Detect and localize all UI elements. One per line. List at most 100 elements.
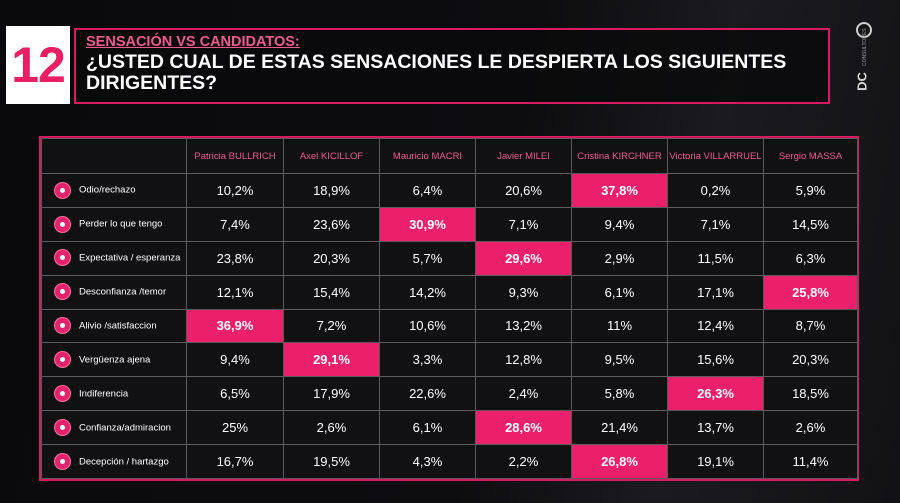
value-cell: 11,4% <box>763 444 858 479</box>
value-cell: 20,3% <box>763 342 858 378</box>
row-label-cell: Decepción / hartazgo <box>41 444 187 479</box>
table-body: Odio/rechazo 10,2% 18,9% 6,4% 20,6% 37,8% 0,2%… <box>41 173 858 479</box>
value-cell: 2,2% <box>475 444 572 479</box>
value-cell: 2,4% <box>475 376 572 412</box>
value-cell: 10,6% <box>379 308 476 344</box>
broken-heart-icon <box>54 452 71 470</box>
value-cell: 14,5% <box>763 206 858 242</box>
value-cell: 20,3% <box>283 240 380 276</box>
row-label-cell: Desconfianza /temor <box>41 274 187 310</box>
value-cell: 12,1% <box>186 274 284 310</box>
value-cell: 23,8% <box>186 240 284 276</box>
value-cell: 25% <box>186 410 284 445</box>
column-header: Mauricio MACRI <box>379 138 476 174</box>
value-cell: 21,4% <box>571 410 668 445</box>
table-row: Perder lo que tengo 7,4% 23,6% 30,9% 7,1% 9,4… <box>41 206 858 242</box>
value-cell: 19,1% <box>667 444 764 479</box>
value-cell: 12,4% <box>667 308 764 344</box>
table-row: Alivio /satisfaccion 36,9% 7,2% 10,6% 13,2% 1… <box>41 308 858 344</box>
value-cell: 7,1% <box>667 206 764 242</box>
highlighted-value-cell: 36,9% <box>186 308 284 344</box>
column-header: Axel KICILLOF <box>283 138 380 174</box>
value-cell: 6,5% <box>186 376 284 412</box>
value-cell: 9,4% <box>571 206 668 242</box>
star-icon <box>54 249 71 267</box>
value-cell: 15,6% <box>667 342 764 378</box>
angry-face-icon <box>54 181 71 199</box>
slide-number: 12 <box>11 37 66 93</box>
slide-number-badge: 12 <box>6 26 70 104</box>
column-header: Cristina KIRCHNER <box>571 138 668 174</box>
thumbs-up-icon <box>54 418 71 436</box>
value-cell: 0,2% <box>667 173 764 208</box>
value-cell: 13,7% <box>667 410 764 445</box>
row-label: Indiferencia <box>79 387 129 399</box>
value-cell: 20,6% <box>475 173 572 208</box>
sad-face-icon <box>54 215 71 233</box>
column-header: Sergio MASSA <box>763 138 858 174</box>
value-cell: 4,3% <box>379 444 476 479</box>
row-label: Expectativa / esperanza <box>79 252 181 264</box>
highlighted-value-cell: 26,3% <box>667 376 764 412</box>
value-cell: 2,6% <box>763 410 858 445</box>
row-label-cell: Vergüenza ajena <box>41 342 187 378</box>
column-header: Javier MILEI <box>475 138 572 174</box>
value-cell: 17,1% <box>667 274 764 310</box>
value-cell: 3,3% <box>379 342 476 378</box>
value-cell: 23,6% <box>283 206 380 242</box>
value-cell: 22,6% <box>379 376 476 412</box>
logo-circle-icon <box>856 22 872 38</box>
value-cell: 14,2% <box>379 274 476 310</box>
value-cell: 11% <box>571 308 668 344</box>
value-cell: 2,6% <box>283 410 380 445</box>
value-cell: 13,2% <box>475 308 572 344</box>
row-label: Confianza/admiracion <box>79 421 171 433</box>
table-row: Decepción / hartazgo 16,7% 19,5% 4,3% 2,2% 26… <box>41 444 858 479</box>
value-cell: 5,8% <box>571 376 668 412</box>
value-cell: 18,5% <box>763 376 858 412</box>
row-label-cell: Odio/rechazo <box>41 173 187 208</box>
highlighted-value-cell: 37,8% <box>571 173 668 208</box>
row-label-cell: Expectativa / esperanza <box>41 240 187 276</box>
value-cell: 16,7% <box>186 444 284 479</box>
highlighted-value-cell: 30,9% <box>379 206 476 242</box>
value-cell: 8,7% <box>763 308 858 344</box>
value-cell: 7,1% <box>475 206 572 242</box>
value-cell: 7,4% <box>186 206 284 242</box>
table-row: Desconfianza /temor 12,1% 15,4% 14,2% 9,3% 6,… <box>41 274 858 310</box>
column-header: Victoria VILLARRUEL <box>667 138 764 174</box>
row-label: Odio/rechazo <box>79 184 136 196</box>
row-label-cell: Indiferencia <box>41 376 187 412</box>
title-box: SENSACIÓN VS CANDIDATOS: ¿USTED CUAL DE … <box>74 28 830 104</box>
corner-cell <box>41 138 187 174</box>
row-label: Perder lo que tengo <box>79 218 163 230</box>
value-cell: 6,1% <box>571 274 668 310</box>
value-cell: 17,9% <box>283 376 380 412</box>
smile-face-icon <box>54 317 71 335</box>
highlighted-value-cell: 26,8% <box>571 444 668 479</box>
highlighted-value-cell: 29,6% <box>475 240 572 276</box>
highlighted-value-cell: 25,8% <box>763 274 858 310</box>
value-cell: 9,4% <box>186 342 284 378</box>
highlighted-value-cell: 28,6% <box>475 410 572 445</box>
row-label-cell: Perder lo que tengo <box>41 206 187 242</box>
subtitle: SENSACIÓN VS CANDIDATOS: <box>86 34 300 50</box>
value-cell: 6,4% <box>379 173 476 208</box>
row-label: Vergüenza ajena <box>79 354 151 366</box>
highlighted-value-cell: 29,1% <box>283 342 380 378</box>
value-cell: 9,3% <box>475 274 572 310</box>
value-cell: 19,5% <box>283 444 380 479</box>
table-row: Odio/rechazo 10,2% 18,9% 6,4% 20,6% 37,8% 0,2%… <box>41 173 858 208</box>
table-row: Expectativa / esperanza 23,8% 20,3% 5,7% 29,… <box>41 240 858 276</box>
value-cell: 12,8% <box>475 342 572 378</box>
page-title: ¿USTED CUAL DE ESTAS SENSACIONES LE DESP… <box>86 51 787 94</box>
worried-face-icon <box>54 283 71 301</box>
value-cell: 2,9% <box>571 240 668 276</box>
value-cell: 6,3% <box>763 240 858 276</box>
value-cell: 6,1% <box>379 410 476 445</box>
value-cell: 9,5% <box>571 342 668 378</box>
row-label: Desconfianza /temor <box>79 286 167 298</box>
value-cell: 10,2% <box>186 173 284 208</box>
column-header: Patricia BULLRICH <box>186 138 284 174</box>
table-row: Indiferencia 6,5% 17,9% 22,6% 2,4% 5,8% 26,3% 1… <box>41 376 858 412</box>
